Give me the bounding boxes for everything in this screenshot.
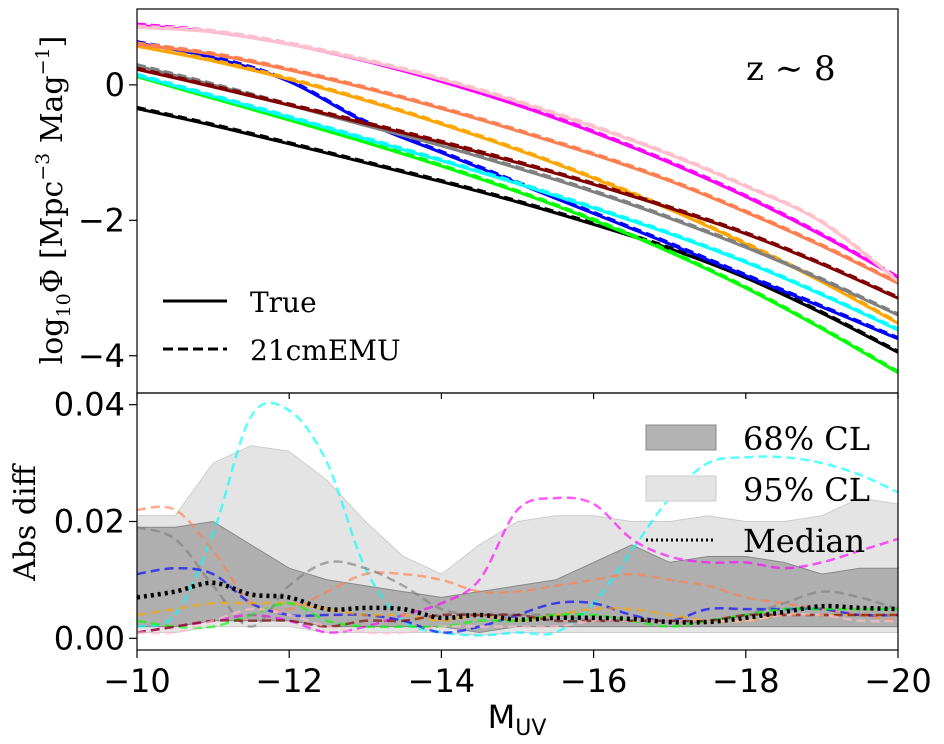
bottom-x-tick-label: −10 <box>103 662 171 700</box>
top-y-tick-label: 0 <box>105 66 125 104</box>
bottom-y-tick-label: 0.02 <box>54 503 125 541</box>
bottom-y-axis-label: Abs diff <box>8 462 43 582</box>
top-y-ticks: 0 −2 −4 <box>78 66 137 375</box>
top-y-axis-label: log10Φ [Mpc−3 Mag−1] <box>32 36 75 365</box>
emu-line-6 <box>137 66 898 298</box>
top-y-tick-label: −4 <box>78 337 125 375</box>
emu-line-7 <box>137 41 898 283</box>
legend-true-label: True <box>250 286 317 319</box>
true-line-1 <box>137 75 898 374</box>
absdiff-line-7 <box>137 613 898 634</box>
emu-line-5 <box>137 63 898 315</box>
bottom-x-tick-label: −18 <box>712 662 780 700</box>
true-line-3 <box>137 73 898 332</box>
absdiff-line-1 <box>137 496 898 634</box>
bottom-y-ticks: 0.00 0.02 0.04 <box>54 386 137 657</box>
true-line-0 <box>137 107 898 354</box>
redshift-annotation: z ∼ 8 <box>746 49 836 89</box>
bottom-x-ticks: −10 −12 −14 −16 −18 −20 <box>103 650 932 700</box>
emu-line-3 <box>137 72 898 330</box>
true-line-9 <box>137 25 898 283</box>
bottom-x-tick-label: −12 <box>255 662 323 700</box>
top-x-ticks <box>136 393 899 399</box>
legend-95-label: 95% CL <box>743 471 870 509</box>
top-y-tick-label: −2 <box>78 201 125 239</box>
bottom-x-tick-label: −20 <box>864 662 932 700</box>
emu-line-1 <box>137 73 898 373</box>
bottom-y-tick-label: 0.04 <box>54 386 125 424</box>
bottom-legend: 68% CL 95% CL Median <box>645 420 870 560</box>
legend-95-swatch <box>645 475 717 502</box>
bottom-series-lines <box>137 401 898 637</box>
bottom-x-tick-label: −16 <box>560 662 628 700</box>
absdiff-line-8 <box>137 607 898 635</box>
emu-line-0 <box>137 105 898 353</box>
bottom-x-tick-label: −14 <box>408 662 476 700</box>
top-panel: 0 −2 −4 z ∼ 8 True 21cmEMU log10Φ [Mpc−3 M… <box>32 8 899 399</box>
top-legend: True 21cmEMU <box>163 286 401 367</box>
true-line-7 <box>137 42 898 285</box>
median-line <box>137 580 898 625</box>
x-axis-label: MUV <box>488 698 547 741</box>
legend-median-label: Median <box>743 522 865 560</box>
absdiff-line-0 <box>137 401 898 637</box>
legend-emu-label: 21cmEMU <box>250 334 401 367</box>
bottom-panel: 0.00 0.02 0.04 −10 −12 −14 −16 −18 −20 68% CL 9… <box>8 386 932 741</box>
true-line-6 <box>137 67 898 300</box>
emu-line-8 <box>137 22 898 278</box>
emu-line-9 <box>137 24 898 281</box>
bottom-y-tick-label: 0.00 <box>54 619 125 657</box>
absdiff-line-6 <box>137 602 898 629</box>
legend-68-swatch <box>645 424 717 451</box>
top-series-lines <box>137 22 898 374</box>
legend-68-label: 68% CL <box>743 420 870 458</box>
